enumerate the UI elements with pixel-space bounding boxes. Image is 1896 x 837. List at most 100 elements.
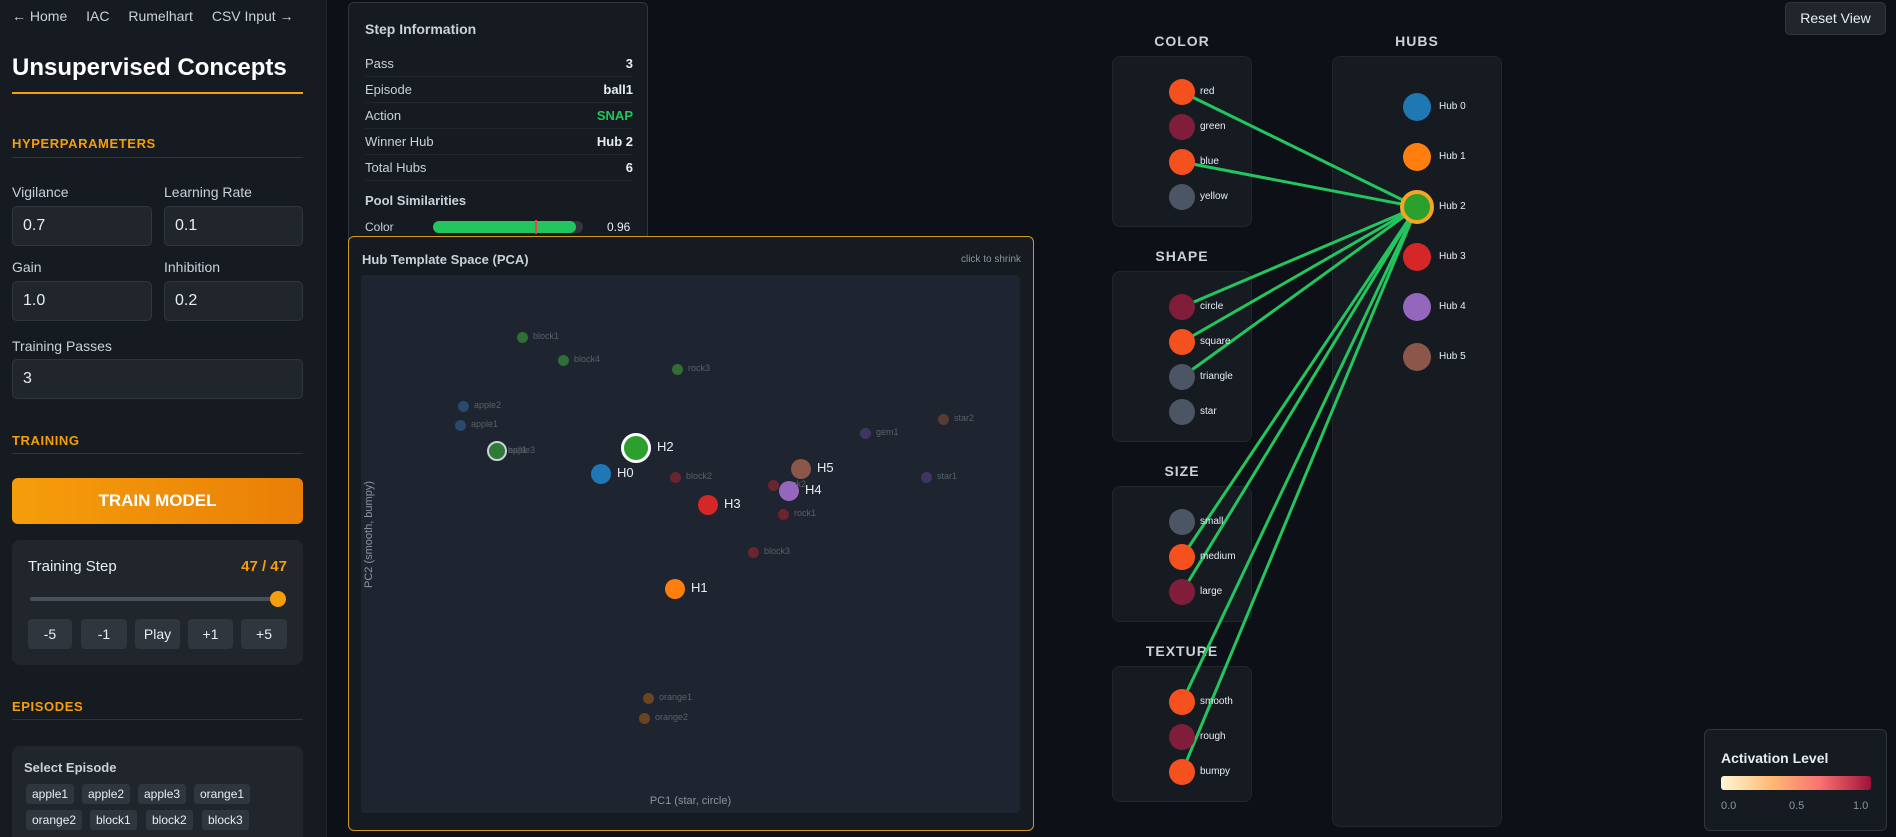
hub-node-0[interactable] bbox=[1403, 93, 1431, 121]
nav-iac-link[interactable]: IAC bbox=[86, 8, 110, 24]
info-row-total-hubs: Total Hubs 6 bbox=[365, 155, 633, 181]
info-value: 3 bbox=[625, 56, 633, 71]
feature-node-small[interactable] bbox=[1169, 509, 1195, 535]
episode-point[interactable] bbox=[672, 364, 683, 375]
episode-chip[interactable]: apple1 bbox=[26, 784, 75, 804]
hub-point[interactable] bbox=[791, 459, 811, 479]
nav-csv-link[interactable]: CSV Input → bbox=[211, 8, 294, 24]
hub-node-4[interactable] bbox=[1403, 293, 1431, 321]
hub-node-label: Hub 0 bbox=[1439, 101, 1466, 112]
feature-node-label: yellow bbox=[1200, 191, 1228, 202]
hub-point-label: H3 bbox=[724, 496, 741, 511]
episode-point[interactable] bbox=[670, 472, 681, 483]
training-heading: TRAINING bbox=[12, 433, 80, 448]
training-passes-input[interactable] bbox=[12, 359, 303, 399]
feature-node-green[interactable] bbox=[1169, 114, 1195, 140]
vigilance-input[interactable] bbox=[12, 206, 152, 246]
feature-node-label: triangle bbox=[1200, 371, 1233, 382]
episodes-heading: EPISODES bbox=[12, 699, 84, 714]
feature-node-red[interactable] bbox=[1169, 79, 1195, 105]
hub-point-label: H4 bbox=[805, 482, 822, 497]
hub-point[interactable] bbox=[698, 495, 718, 515]
info-key: Total Hubs bbox=[365, 160, 427, 175]
episode-chip[interactable]: orange2 bbox=[26, 810, 83, 830]
feature-node-smooth[interactable] bbox=[1169, 689, 1195, 715]
episode-chip[interactable]: apple2 bbox=[82, 784, 131, 804]
activation-legend: Activation Level 0.0 0.5 1.0 bbox=[1704, 729, 1887, 831]
feature-node-medium[interactable] bbox=[1169, 544, 1195, 570]
similarity-bar-fill bbox=[433, 221, 576, 233]
hub-point-label: H2 bbox=[657, 439, 674, 454]
episode-point-label: orange2 bbox=[655, 712, 689, 722]
reset-view-button[interactable]: Reset View bbox=[1785, 2, 1886, 35]
episode-point[interactable] bbox=[860, 428, 871, 439]
step-back-1-button[interactable]: -1 bbox=[81, 619, 127, 649]
episode-point[interactable] bbox=[558, 355, 569, 366]
step-information-panel: Step Information Pass 3 Episode ball1 Ac… bbox=[348, 2, 648, 252]
slider-thumb[interactable] bbox=[270, 591, 286, 607]
feature-node-yellow[interactable] bbox=[1169, 184, 1195, 210]
inhibition-input[interactable] bbox=[164, 281, 303, 321]
hub-node-5[interactable] bbox=[1403, 343, 1431, 371]
hub-node-3[interactable] bbox=[1403, 243, 1431, 271]
step-forward-1-button[interactable]: +1 bbox=[188, 619, 233, 649]
episode-point[interactable] bbox=[778, 509, 789, 520]
feature-node-star[interactable] bbox=[1169, 399, 1195, 425]
episode-point[interactable] bbox=[517, 332, 528, 343]
episode-point[interactable] bbox=[487, 441, 507, 461]
pool-title-size: SIZE bbox=[1164, 463, 1200, 479]
hub-point[interactable] bbox=[591, 464, 611, 484]
episode-chip[interactable]: block3 bbox=[202, 810, 249, 830]
episode-point[interactable] bbox=[938, 414, 949, 425]
episode-point[interactable] bbox=[458, 401, 469, 412]
hub-node-label: Hub 4 bbox=[1439, 301, 1466, 312]
hub-node-label: Hub 1 bbox=[1439, 151, 1466, 162]
pool-title-texture: TEXTURE bbox=[1145, 643, 1219, 659]
nav-home-link[interactable]: ← Home bbox=[12, 8, 68, 24]
episode-point[interactable] bbox=[455, 420, 466, 431]
hub-point[interactable] bbox=[621, 433, 651, 463]
feature-node-square[interactable] bbox=[1169, 329, 1195, 355]
feature-node-label: smooth bbox=[1200, 696, 1233, 707]
episode-chip[interactable]: block1 bbox=[90, 810, 137, 830]
episode-point-label: rock1 bbox=[794, 508, 817, 518]
episode-point[interactable] bbox=[768, 480, 779, 491]
episode-point[interactable] bbox=[748, 547, 759, 558]
info-row-winner-hub: Winner Hub Hub 2 bbox=[365, 129, 633, 155]
feature-node-label: large bbox=[1200, 586, 1223, 597]
feature-node-triangle[interactable] bbox=[1169, 364, 1195, 390]
vigilance-label: Vigilance bbox=[12, 184, 69, 200]
episode-point-label: star2 bbox=[954, 413, 975, 423]
episode-point-label: star1 bbox=[937, 471, 958, 481]
play-button[interactable]: Play bbox=[135, 619, 180, 649]
episode-point[interactable] bbox=[921, 472, 932, 483]
hub-point-label: H5 bbox=[817, 460, 834, 475]
feature-node-bumpy[interactable] bbox=[1169, 759, 1195, 785]
feature-node-blue[interactable] bbox=[1169, 149, 1195, 175]
hub-node-1[interactable] bbox=[1403, 143, 1431, 171]
hub-template-space-panel[interactable]: Hub Template Space (PCA) click to shrink… bbox=[348, 236, 1034, 831]
step-back-5-button[interactable]: -5 bbox=[28, 619, 72, 649]
section-divider bbox=[12, 157, 303, 158]
pca-plot-area[interactable]: PC1 (star, circle) PC2 (smooth, bumpy) b… bbox=[361, 275, 1020, 813]
hub-point[interactable] bbox=[779, 481, 799, 501]
gain-input[interactable] bbox=[12, 281, 152, 321]
episode-chip[interactable]: apple3 bbox=[138, 784, 187, 804]
episode-point[interactable] bbox=[643, 693, 654, 704]
episode-chip[interactable]: block2 bbox=[146, 810, 193, 830]
hub-point[interactable] bbox=[665, 579, 685, 599]
hub-node-label: Hub 2 bbox=[1439, 201, 1466, 212]
train-model-button[interactable]: TRAIN MODEL bbox=[12, 478, 303, 524]
learning-rate-input[interactable] bbox=[164, 206, 303, 246]
section-divider bbox=[12, 719, 303, 720]
info-row-action: Action SNAP bbox=[365, 103, 633, 129]
feature-node-large[interactable] bbox=[1169, 579, 1195, 605]
hub-node-2[interactable] bbox=[1400, 190, 1434, 224]
feature-node-circle[interactable] bbox=[1169, 294, 1195, 320]
training-step-slider[interactable] bbox=[30, 597, 282, 601]
nav-rumelhart-link[interactable]: Rumelhart bbox=[128, 8, 193, 24]
episode-chip[interactable]: orange1 bbox=[194, 784, 251, 804]
episode-point[interactable] bbox=[639, 713, 650, 724]
step-forward-5-button[interactable]: +5 bbox=[241, 619, 287, 649]
feature-node-rough[interactable] bbox=[1169, 724, 1195, 750]
